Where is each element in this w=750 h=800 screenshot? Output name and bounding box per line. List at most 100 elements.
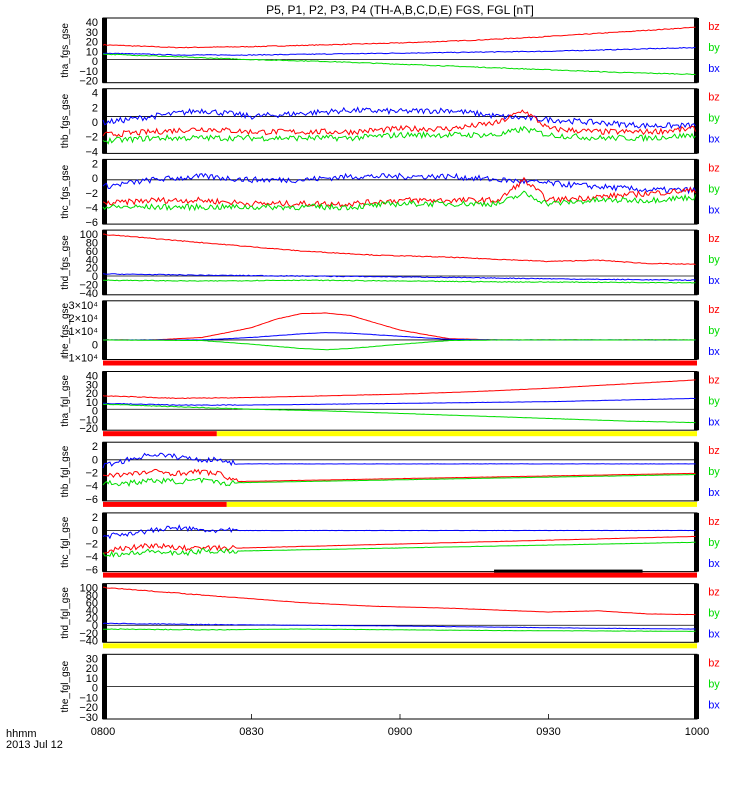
y-tick-label: 0 xyxy=(92,683,98,695)
legend-bz: bz xyxy=(708,233,720,245)
series-bx xyxy=(102,106,696,130)
flag-bar-red xyxy=(103,431,217,437)
y-tick-label: −20 xyxy=(79,279,98,291)
y-tick-label: −2 xyxy=(85,538,98,550)
legend-bz: bz xyxy=(708,516,720,528)
y-tick-label: 20 xyxy=(86,613,98,625)
y-tick-label: 0 xyxy=(92,620,98,632)
y-tick-label: −10 xyxy=(79,414,98,426)
y-axis-label: thb_fgl_gse xyxy=(60,445,71,497)
y-tick-label: 0 xyxy=(92,406,98,418)
legend-bz: bz xyxy=(708,587,720,599)
y-tick-label: −6 xyxy=(85,217,98,229)
y-axis-label: thd_fgl_gse xyxy=(60,587,71,639)
legend-bz: bz xyxy=(708,375,720,387)
y-tick-label: −20 xyxy=(79,628,98,640)
y-axis-label: the_fgs_gse xyxy=(60,302,71,357)
legend-bz: bz xyxy=(708,657,720,669)
y-tick-label: 40 xyxy=(86,17,98,29)
series-by xyxy=(102,473,696,488)
y-tick-label: 10 xyxy=(86,397,98,409)
y-tick-label: 2 xyxy=(92,158,98,170)
series-by xyxy=(103,628,696,632)
y-axis-label: thc_fgl_gse xyxy=(60,516,71,568)
legend-bx: bx xyxy=(708,417,720,429)
legend-by: by xyxy=(708,466,720,478)
y-tick-label: −20 xyxy=(79,76,98,88)
x-axis-label-date: 2013 Jul 12 xyxy=(6,739,63,751)
right-gap-bar xyxy=(694,159,699,225)
y-axis-label: thb_fgs_gse xyxy=(60,93,71,148)
right-gap-bar xyxy=(694,371,699,431)
flag-bar-red xyxy=(103,572,697,578)
series-by xyxy=(102,339,696,351)
flag-bar-red xyxy=(103,360,697,366)
series-by xyxy=(102,125,696,145)
y-tick-label: 2 xyxy=(92,512,98,524)
y-axis-label: tha_fgl_gse xyxy=(60,375,71,427)
y-tick-label: 30 xyxy=(86,653,98,665)
series-bx xyxy=(102,622,696,630)
x-tick-label: 0900 xyxy=(388,726,412,738)
y-tick-label: 20 xyxy=(86,388,98,400)
x-axis-label-hhmm: hhmm xyxy=(6,728,37,740)
right-gap-bar xyxy=(694,300,699,360)
y-tick-label: 0 xyxy=(92,454,98,466)
flag-bar-yellow xyxy=(226,501,697,507)
flag-bar-yellow xyxy=(103,643,697,649)
y-axis-label: thc_fgs_gse xyxy=(60,164,71,218)
left-gap-bar xyxy=(102,88,107,154)
y-tick-label: −10 xyxy=(79,66,98,78)
left-gap-bar xyxy=(102,583,107,643)
y-tick-label: −6 xyxy=(85,494,98,506)
y-tick-label: 80 xyxy=(86,237,98,249)
x-tick-label: 0800 xyxy=(91,726,115,738)
y-tick-label: 0 xyxy=(92,117,98,129)
panel-thb_fgl_gse: 20 −2−4−6 thb_fgl_gse bz by bx xyxy=(60,441,720,507)
y-tick-label: 60 xyxy=(86,246,98,258)
legend-bx: bx xyxy=(708,275,720,287)
y-tick-label: 0 xyxy=(92,56,98,68)
flag-bar-black xyxy=(494,569,643,573)
y-tick-label: 2 xyxy=(92,441,98,453)
x-axis: 0800 0830 0900 0930 1000 xyxy=(91,714,709,738)
legend-by: by xyxy=(708,254,720,266)
flag-bar-yellow xyxy=(216,431,697,437)
y-tick-label: −2 xyxy=(85,132,98,144)
y-tick-label: 30 xyxy=(86,379,98,391)
series-bz xyxy=(103,586,696,616)
right-gap-bar xyxy=(694,442,699,501)
y-tick-label: −40 xyxy=(79,288,98,300)
y-tick-label: 4 xyxy=(92,88,98,100)
series-bx xyxy=(102,172,696,195)
y-tick-label: 40 xyxy=(86,371,98,383)
y-tick-label: −2 xyxy=(85,188,98,200)
series-bz xyxy=(102,26,696,49)
legend-by: by xyxy=(708,537,720,549)
right-gap-bar xyxy=(694,230,699,295)
series-bx xyxy=(102,452,696,469)
y-axis-label: thd_fgs_gse xyxy=(60,235,71,290)
y-tick-label: 2 xyxy=(92,102,98,114)
x-tick-label: 0830 xyxy=(239,726,263,738)
y-tick-label: 10 xyxy=(86,46,98,58)
x-tick-label: 1000 xyxy=(685,726,709,738)
legend-bx: bx xyxy=(708,629,720,641)
panel-thb_fgs_gse: 4 2 0 −2 −4 thb_fgs_gse bz by bx xyxy=(60,88,720,159)
left-gap-bar xyxy=(102,300,107,360)
series-by xyxy=(102,190,696,212)
series-bz xyxy=(103,233,696,266)
y-tick-label: 0 xyxy=(92,271,98,283)
legend-bz: bz xyxy=(708,304,720,316)
y-tick-label: −1×10⁴ xyxy=(62,353,98,365)
series-by xyxy=(102,53,696,76)
y-tick-label: 0 xyxy=(92,525,98,537)
y-axis-label: the_fgl_gse xyxy=(60,660,71,712)
legend-by: by xyxy=(708,608,720,620)
y-tick-label: −4 xyxy=(85,202,98,214)
